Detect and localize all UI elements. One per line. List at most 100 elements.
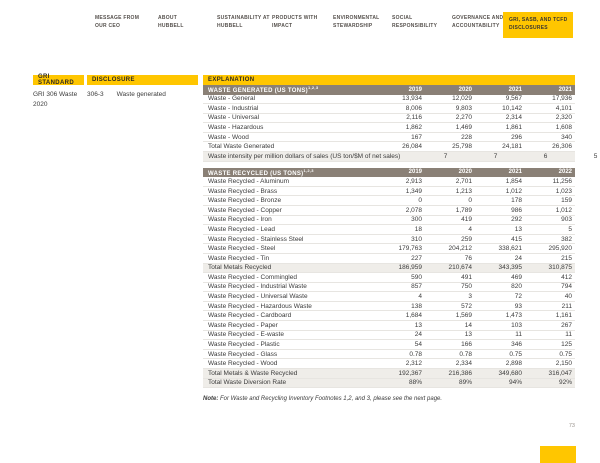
row-value: 1,023	[555, 187, 572, 195]
row-value: 820	[511, 283, 522, 291]
table-row: Waste - Industrial 8,006 9,803 10,142 4,101	[203, 104, 575, 114]
row-value: 267	[561, 321, 572, 329]
row-label: Waste - Universal	[208, 114, 260, 122]
row-value: 228	[461, 133, 472, 141]
row-value: 25,798	[452, 143, 472, 151]
table-row: Waste Recycled - Brass 1,349 1,213 1,012 1,0…	[203, 186, 575, 197]
table-0-year-col-3: 2021	[558, 86, 572, 93]
row-value: 76	[464, 254, 472, 262]
row-value: 167	[411, 133, 422, 141]
row-value: 2,150	[555, 360, 572, 368]
row-value: 216,386	[448, 369, 473, 377]
table-row: Waste - Universal 2,116 2,270 2,314 2,320	[203, 113, 575, 124]
table-row: Waste Recycled - Hazardous Waste 138 572 93…	[203, 301, 575, 312]
disclosure-column: DISCLOSURE 306-3 Waste generated	[87, 75, 198, 100]
row-value: 178	[511, 197, 522, 205]
table-row: Waste Recycled - Plastic 54 166 346 125	[203, 340, 575, 350]
nav-item-6[interactable]: GOVERNANCE AND ACCOUNTABILITY	[452, 15, 504, 29]
row-value: 2,314	[505, 114, 522, 122]
row-value: 210,674	[448, 264, 473, 272]
row-label: Waste Recycled - Plastic	[208, 341, 280, 349]
table-row: Waste Recycled - Copper 2,078 1,789 986 1,01…	[203, 205, 575, 216]
row-label: Waste Recycled - Steel	[208, 245, 276, 253]
row-value: 1,012	[555, 206, 572, 214]
row-value: 13	[464, 331, 472, 339]
row-label: Waste Recycled - E-waste	[208, 331, 284, 339]
row-value: 103	[511, 321, 522, 329]
row-value: 138	[411, 302, 422, 310]
row-label: Waste Recycled - Lead	[208, 225, 275, 233]
gri-standard-header: GRI STANDARD	[33, 74, 84, 86]
table-row: Waste Recycled - Commingled 590 491 469 412	[203, 273, 575, 283]
row-value: 18	[414, 225, 422, 233]
row-label: Waste Recycled - Paper	[208, 321, 278, 329]
row-value: 0.78	[409, 350, 422, 358]
row-value: 338,621	[498, 245, 523, 253]
row-value: 166	[461, 341, 472, 349]
table-row: Waste Recycled - Wood 2,312 2,334 2,898 2,15…	[203, 359, 575, 370]
row-value: 1,161	[555, 312, 572, 320]
row-value: 24	[514, 254, 522, 262]
row-value: 9,803	[455, 104, 472, 112]
row-value: 1,569	[455, 312, 472, 320]
row-value: 125	[561, 341, 572, 349]
row-label: Waste Recycled - Industrial Waste	[208, 283, 307, 291]
row-value: 1,854	[505, 177, 522, 185]
table-row: Total Waste Diversion Rate 88% 89% 94% 92%	[203, 378, 575, 389]
row-value: 1,349	[405, 187, 422, 195]
row-label: Waste Recycled - Iron	[208, 216, 272, 224]
row-value: 292	[511, 216, 522, 224]
nav-item-1[interactable]: ABOUT HUBBELL	[158, 15, 184, 29]
row-value: 1,608	[555, 124, 572, 132]
table-0-footnote-sup: 1,2,3	[307, 85, 319, 91]
table-row: Waste Recycled - Industrial Waste 857 750 8…	[203, 282, 575, 293]
row-value: 17,936	[552, 95, 572, 103]
row-value: 491	[461, 273, 472, 281]
row-value: 2,701	[455, 177, 472, 185]
row-value: 24,181	[502, 143, 522, 151]
row-value: 2,898	[505, 360, 522, 368]
row-value: 26,306	[552, 143, 572, 151]
nav-item-7[interactable]: GRI, SASB, AND TCFD DISCLOSURES	[503, 12, 574, 38]
nav-item-2[interactable]: SUSTAINABILITY AT HUBBELL	[217, 15, 270, 29]
row-value: 259	[461, 235, 472, 243]
row-label: Waste - General	[208, 95, 256, 103]
nav-item-3[interactable]: PRODUCTS WITH IMPACT	[272, 15, 318, 29]
nav-item-4[interactable]: ENVIRONMENTAL STEWARDSHIP	[333, 15, 380, 29]
row-value: 4	[418, 293, 422, 301]
row-value: 590	[411, 273, 422, 281]
row-value: 2,320	[555, 114, 572, 122]
row-value: 316,047	[548, 369, 573, 377]
disclosure-header: DISCLOSURE	[87, 75, 198, 85]
table-0-year-col-0: 2019	[408, 86, 422, 93]
explanation-panel: EXPLANATION WASTE GENERATED (US TONS)1,2…	[203, 75, 597, 403]
row-value: 1,469	[455, 124, 472, 132]
row-label: Waste Recycled - Bronze	[208, 197, 282, 205]
table-row: Waste Recycled - Bronze 0 0 178 159	[203, 196, 575, 206]
row-value: 2,116	[406, 114, 422, 122]
table-row: Total Metals & Waste Recycled 192,367 216,…	[203, 369, 575, 379]
row-value: 310	[411, 235, 422, 243]
table-1-header-bar: WASTE RECYCLED (US TONS)1,2,3 2019 2020 202…	[203, 167, 575, 178]
row-label: Waste Recycled - Tin	[208, 254, 270, 262]
row-value: 296	[511, 133, 522, 141]
row-value: 40	[564, 293, 572, 301]
disclosure-value: Waste generated	[116, 91, 166, 98]
row-label: Waste Recycled - Stainless Steel	[208, 235, 304, 243]
row-value: 382	[561, 235, 572, 243]
table-1-year-col-0: 2019	[408, 169, 422, 176]
nav-item-5[interactable]: SOCIAL RESPONSIBILITY	[392, 15, 438, 29]
row-value: 54	[414, 341, 422, 349]
table-1-title: WASTE RECYCLED (US TONS)1,2,3	[208, 167, 314, 177]
row-label: Waste intensity per million dollars of s…	[208, 152, 401, 160]
footnote-text: For Waste and Recycling Inventory Footno…	[218, 396, 443, 403]
row-value: 7	[443, 152, 448, 160]
row-label: Waste Recycled - Commingled	[208, 273, 297, 281]
row-value: 159	[561, 197, 572, 205]
nav-item-0[interactable]: MESSAGE FROM OUR CEO	[95, 15, 140, 29]
table-row: Waste Recycled - Aluminum 2,913 2,701 1,854…	[203, 177, 575, 187]
row-value: 8,006	[405, 104, 422, 112]
footnote-label: Note:	[203, 396, 219, 403]
row-value: 1,473	[505, 312, 522, 320]
